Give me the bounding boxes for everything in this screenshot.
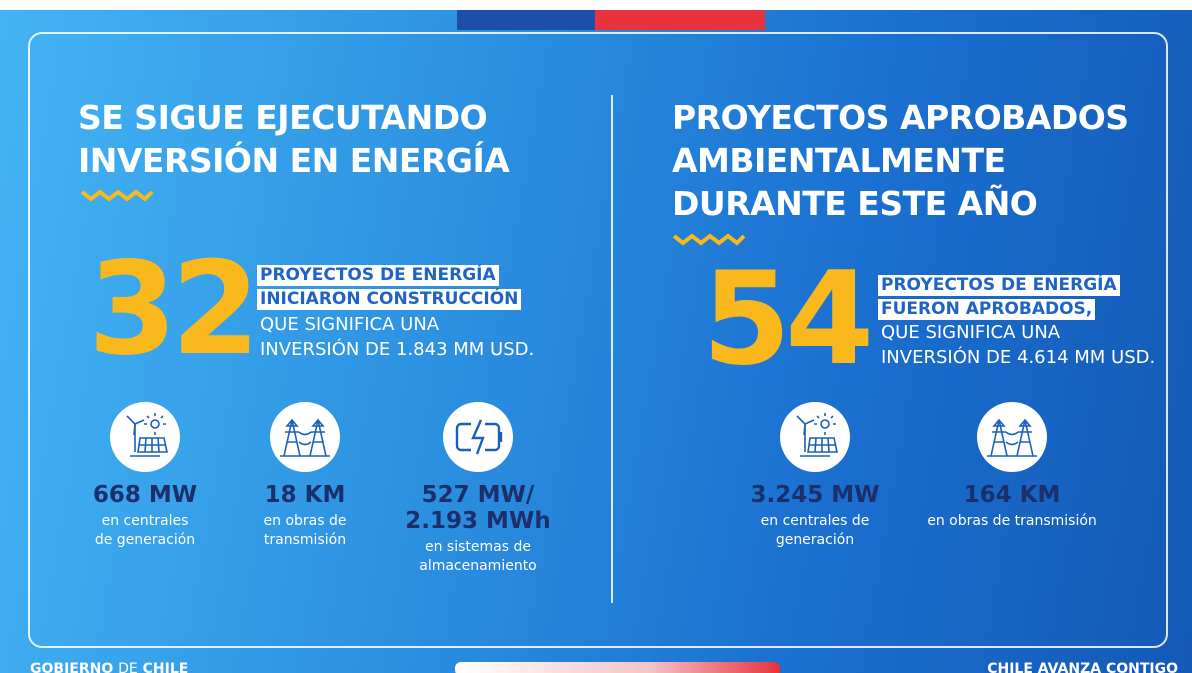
text-line: QUE SIGNIFICA UNA	[260, 314, 440, 335]
stat-label-line: en obras de transmisión	[927, 513, 1097, 529]
stat-label-line: en obras de	[263, 513, 347, 529]
divider	[611, 95, 613, 603]
stat: 18 KM en obras de transmisión	[195, 482, 415, 550]
stat-label: en obras de transmisión	[902, 512, 1122, 531]
stat-label: en centrales de generación	[35, 512, 255, 550]
big-number: 32	[88, 235, 260, 384]
stat-value-line: 3.245 MW	[750, 482, 880, 508]
stat-value-line: 2.193 MWh	[405, 508, 551, 534]
icon-graphic	[987, 418, 1037, 457]
stat-value-line: 668 MW	[92, 482, 198, 508]
highlight: PROYECTOS DE ENERGÍA FUERON APROBADOS,	[878, 275, 1120, 323]
zigzag	[672, 233, 746, 246]
right-title: PROYECTOS APROBADOS AMBIENTALMENTE DURAN…	[672, 96, 1129, 225]
stat-label-line: transmisión	[263, 532, 347, 548]
stat-label: en centrales de generación	[705, 512, 925, 550]
stat: 164 KM en obras de transmisión	[902, 482, 1122, 531]
highlight: PROYECTOS DE ENERGÍA INICIARON CONSTRUCC…	[257, 265, 522, 313]
text-line: INVERSIÓN DE 4.614 MM USD.	[881, 347, 1156, 368]
footer-word: GOBIERNO	[30, 661, 114, 673]
footer-word: DE	[118, 661, 138, 673]
stat-label: en sistemas de almacenamiento	[368, 538, 588, 576]
title-line: PROYECTOS APROBADOS	[672, 98, 1129, 137]
stat-value-line: 527 MW/	[421, 482, 535, 508]
stat-value: 668 MW	[35, 482, 255, 508]
stat-label-line: en sistemas de	[425, 539, 531, 555]
highlight-line: INICIARON CONSTRUCCIÓN	[257, 289, 522, 310]
stat-value-line: 18 KM	[264, 482, 346, 508]
title-line: AMBIENTALMENTE	[672, 141, 1006, 180]
footer-word: CHILE	[142, 661, 189, 673]
highlight-line: FUERON APROBADOS,	[878, 299, 1096, 320]
stat-value: 3.245 MW	[705, 482, 925, 508]
text-line: INVERSIÓN DE 1.843 MM USD.	[260, 339, 535, 360]
big-number: 54	[702, 245, 874, 394]
flag-stripe-blue	[457, 10, 595, 30]
description: QUE SIGNIFICA UNA INVERSIÓN DE 4.614 MM …	[881, 320, 1155, 370]
icon-graphic	[796, 413, 838, 457]
stat-label-line: almacenamiento	[419, 558, 537, 574]
stat-label: en obras de transmisión	[195, 512, 415, 550]
icon-graphic	[126, 413, 168, 457]
text-line: QUE SIGNIFICA UNA	[881, 322, 1061, 343]
zigzag	[80, 189, 154, 202]
stat-icon	[977, 402, 1047, 472]
stat-icon	[443, 402, 513, 472]
stat: 668 MW en centrales de generación	[35, 482, 255, 550]
title-line: INVERSIÓN EN ENERGÍA	[78, 141, 510, 180]
title-line: DURANTE ESTE AÑO	[672, 184, 1038, 223]
stat-value: 164 KM	[902, 482, 1122, 508]
stat-label-line: de generación	[94, 532, 196, 548]
left-title: SE SIGUE EJECUTANDO INVERSIÓN EN ENERGÍA	[78, 96, 510, 182]
description: QUE SIGNIFICA UNA INVERSIÓN DE 1.843 MM …	[260, 312, 534, 362]
stat-icon	[780, 402, 850, 472]
icon-graphic	[280, 418, 330, 457]
footer-left: GOBIERNO DE CHILE	[30, 661, 188, 673]
stat: 527 MW/2.193 MWh en sistemas de almacenami…	[368, 482, 588, 576]
flag-stripe-red	[595, 10, 765, 30]
top-band	[0, 0, 1192, 10]
highlight-line: PROYECTOS DE ENERGÍA	[257, 265, 499, 286]
icon-graphic	[455, 419, 503, 455]
stat-icon	[270, 402, 340, 472]
stat-label-line: en centrales de	[760, 513, 870, 529]
stat-label-line: generación	[775, 532, 855, 548]
bottom-bar	[455, 662, 780, 673]
footer-right: CHILE AVANZA CONTIGO	[987, 661, 1178, 673]
stat: 3.245 MW en centrales de generación	[705, 482, 925, 550]
highlight-line: PROYECTOS DE ENERGÍA	[878, 275, 1120, 296]
frame	[28, 32, 1168, 648]
stat-icon	[110, 402, 180, 472]
stat-value: 18 KM	[195, 482, 415, 508]
stat-label-line: en centrales	[101, 513, 189, 529]
title-line: SE SIGUE EJECUTANDO	[78, 98, 488, 137]
stat-value-line: 164 KM	[963, 482, 1061, 508]
stat-value: 527 MW/2.193 MWh	[368, 482, 588, 534]
